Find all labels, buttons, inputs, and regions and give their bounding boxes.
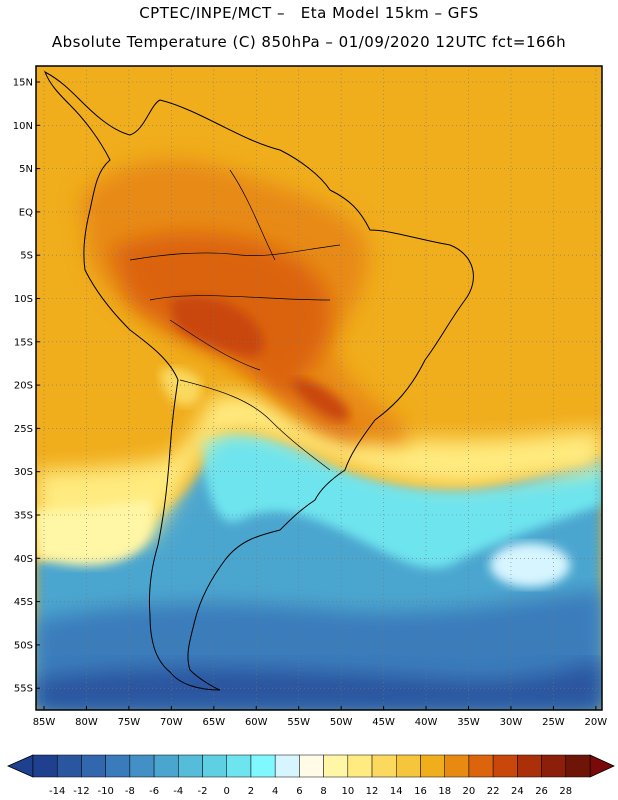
colorbar-tick-label: 26 [535, 786, 548, 797]
colorbar-swatch [178, 754, 203, 778]
colorbar-swatch [541, 754, 567, 778]
lon-label: 65W [202, 717, 225, 728]
colorbar-swatch [250, 754, 276, 778]
colorbar-swatch [396, 754, 421, 778]
lat-label: 15S [14, 337, 33, 348]
lat-label: 5N [19, 164, 33, 175]
colorbar-swatch [105, 754, 131, 778]
map-title-line1: CPTEC/INPE/MCT – Eta Model 15km – GFS [139, 4, 479, 22]
colorbar: -14 -12 -10 -8 -6 -4 -2 0 2 4 6 8 10 12 14 16 18 20 22 24 26… [7, 754, 615, 797]
lon-label: 80W [75, 717, 98, 728]
coastline [44, 70, 474, 691]
lon-label: 25W [542, 717, 565, 728]
colorbar-swatch [32, 754, 58, 778]
colorbar-tick-label: 0 [224, 786, 230, 797]
colorbar-tick-label: -8 [125, 786, 135, 797]
colorbar-tick-label: -12 [73, 786, 89, 797]
colorbar-tick-label: 6 [296, 786, 302, 797]
colorbar-swatch [468, 754, 494, 778]
colorbar-swatch [274, 754, 300, 778]
colorbar-swatch [202, 754, 227, 778]
lon-label: 45W [372, 717, 395, 728]
lon-label: 60W [245, 717, 268, 728]
colorbar-swatch [299, 754, 324, 778]
colorbar-swatch [444, 754, 470, 778]
colorbar-high-arrow [589, 754, 615, 778]
lat-label: 10S [14, 294, 33, 305]
colorbar-swatch [56, 754, 82, 778]
lon-label: 70W [160, 717, 183, 728]
lat-label: 50S [14, 640, 33, 651]
graticule [36, 66, 602, 710]
lat-label: 40S [14, 554, 33, 565]
lon-label: 50W [330, 717, 353, 728]
colorbar-tick-label: 16 [414, 786, 427, 797]
latitude-labels: 15N 10N 5N EQ 5S 10S 15S 20S 25S 30S 35S 40S 45S 50S 5… [13, 78, 40, 695]
colorbar-tick-label: 20 [463, 786, 476, 797]
lat-label: 10N [13, 121, 33, 132]
colorbar-swatch [371, 754, 397, 778]
colorbar-tick-label: 8 [320, 786, 326, 797]
colorbar-swatch [323, 754, 349, 778]
colorbar-tick-label: -6 [149, 786, 159, 797]
colorbar-tick-label: 10 [341, 786, 354, 797]
colorbar-tick-label: 12 [366, 786, 379, 797]
map-title-line2: Absolute Temperature (C) 850hPa – 01/09/… [51, 33, 567, 51]
colorbar-tick-label: -14 [49, 786, 65, 797]
colorbar-tick-label: 18 [438, 786, 451, 797]
lat-label: 45S [14, 597, 33, 608]
colorbar-swatch [129, 754, 155, 778]
lon-label: 40W [415, 717, 438, 728]
colorbar-swatch [517, 754, 542, 778]
lat-label: 30S [14, 467, 33, 478]
lat-label: EQ [19, 207, 33, 218]
lon-label: 85W [33, 717, 56, 728]
lat-label: 25S [14, 424, 33, 435]
colorbar-swatch [153, 754, 179, 778]
map-frame [35, 65, 603, 711]
colorbar-swatch [565, 754, 591, 778]
colorbar-low-arrow [7, 754, 34, 778]
colorbar-swatch [420, 754, 445, 778]
colorbar-tick-label: -4 [173, 786, 183, 797]
lon-label: 20W [585, 717, 608, 728]
lon-label: 35W [457, 717, 480, 728]
lon-label: 30W [500, 717, 523, 728]
colorbar-tick-label: 14 [390, 786, 403, 797]
lat-label: 35S [14, 511, 33, 522]
colorbar-swatch [347, 754, 373, 778]
colorbar-swatch [492, 754, 518, 778]
colorbar-tick-label: -10 [97, 786, 113, 797]
lon-label: 75W [118, 717, 141, 728]
lat-label: 15N [13, 78, 33, 89]
longitude-labels: 85W 80W 75W 70W 65W 60W 55W 50W 45W 40W 35W 30W 25W 2… [33, 706, 608, 728]
colorbar-swatch [226, 754, 252, 778]
colorbar-swatch [81, 754, 106, 778]
colorbar-tick-label: 2 [248, 786, 254, 797]
lat-label: 5S [20, 251, 33, 262]
colorbar-tick-label: 24 [511, 786, 524, 797]
colorbar-tick-label: 4 [272, 786, 278, 797]
colorbar-tick-label: 28 [559, 786, 572, 797]
lat-label: 20S [14, 381, 33, 392]
colorbar-tick-label: 22 [487, 786, 500, 797]
lon-label: 55W [287, 717, 310, 728]
temperature-field [36, 66, 602, 710]
lat-label: 55S [14, 684, 33, 695]
colorbar-tick-label: -2 [198, 786, 208, 797]
